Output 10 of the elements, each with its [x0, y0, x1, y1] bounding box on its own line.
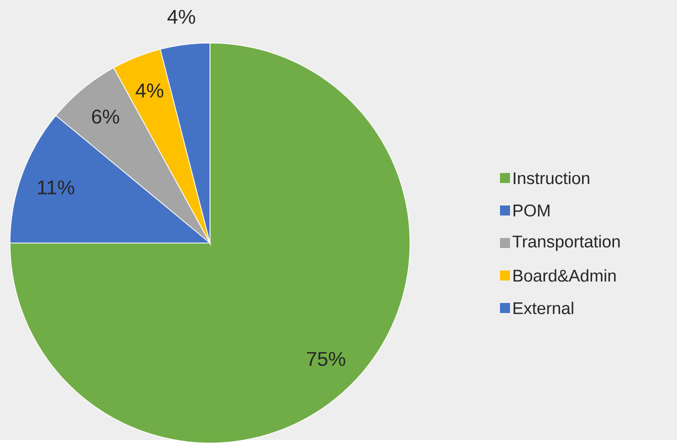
- legend-label: External: [514, 302, 574, 314]
- legend-label: Transportation: [512, 234, 620, 251]
- data-label: 4%: [136, 83, 164, 98]
- data-label: 11%: [38, 180, 74, 194]
- legend-label: Board&Admin: [514, 269, 616, 282]
- data-label: 4%: [167, 10, 196, 24]
- data-label: 6%: [92, 109, 120, 124]
- data-label: 75%: [307, 352, 346, 366]
- legend-label: Instruction: [514, 172, 590, 184]
- legend-label: POM: [514, 204, 550, 216]
